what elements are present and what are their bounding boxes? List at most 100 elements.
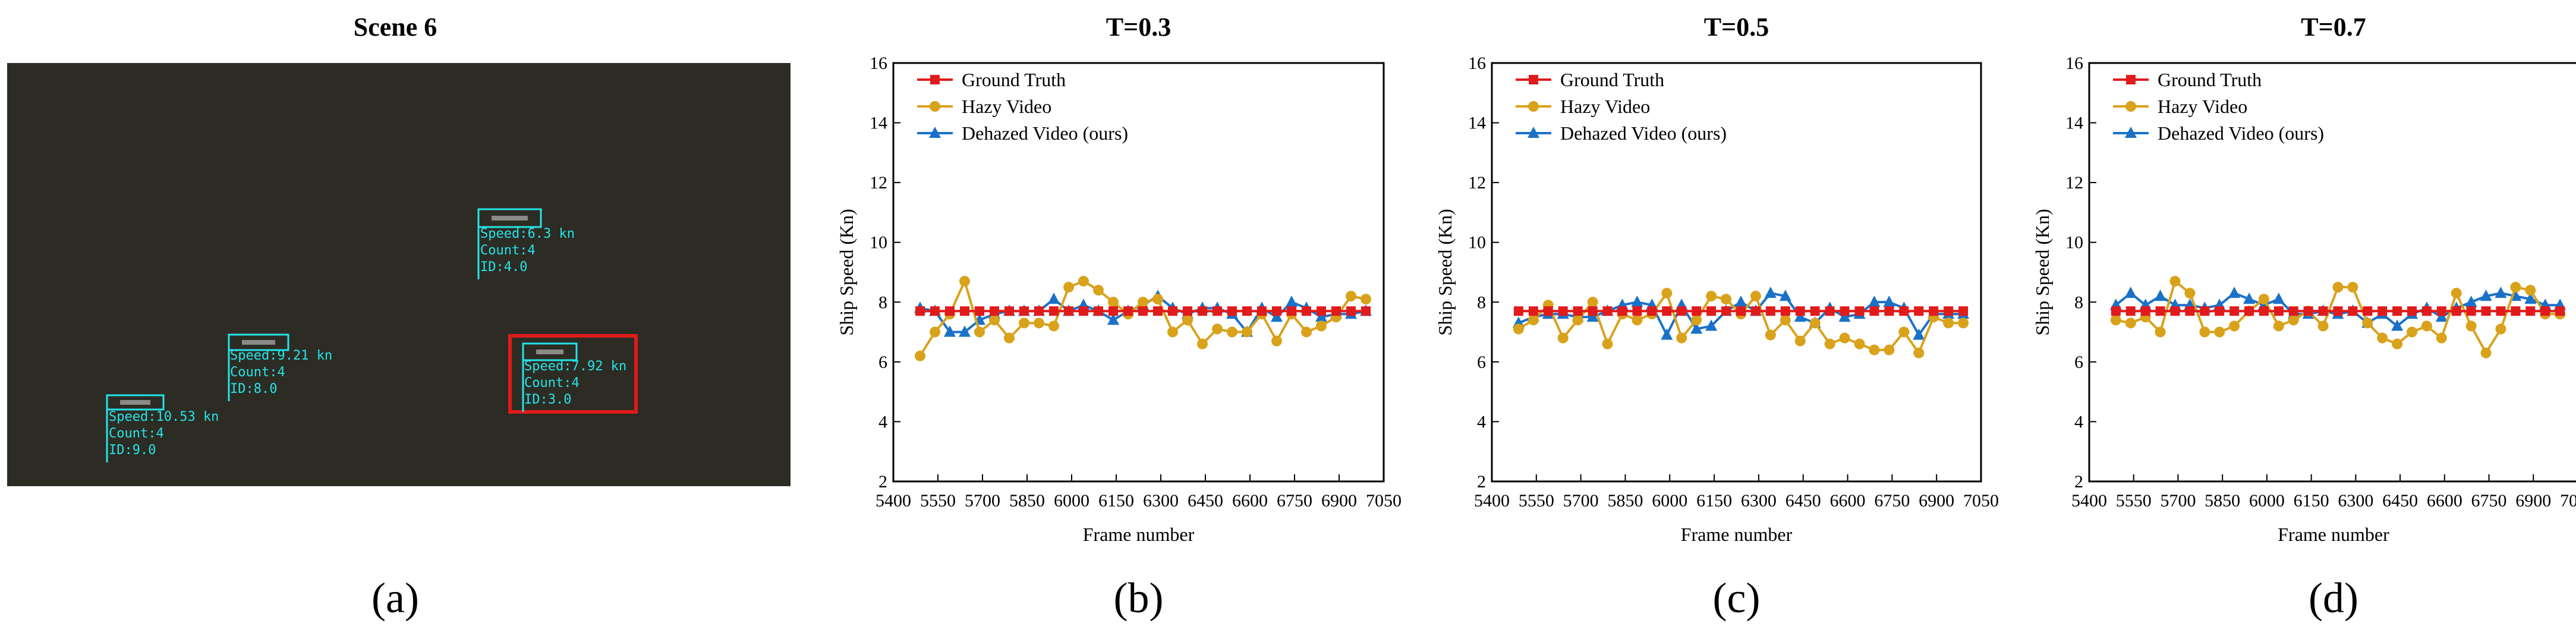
data-point [1677, 306, 1687, 316]
data-point [1794, 310, 1806, 322]
data-point [1869, 344, 1880, 355]
legend-entry: Dehazed Video (ours) [2113, 122, 2324, 144]
data-point [2465, 320, 2477, 332]
panel-label: (c) [1713, 574, 1761, 622]
data-point [1632, 314, 1643, 326]
data-point [1869, 306, 1879, 316]
detection-box [522, 342, 578, 361]
data-point [2451, 306, 2461, 316]
detection-label: Count:4 [524, 376, 580, 390]
data-point [974, 326, 985, 338]
data-point [2243, 292, 2256, 304]
legend-marker [1528, 101, 1539, 112]
data-point [2555, 306, 2565, 316]
data-point [2421, 306, 2432, 316]
scene-image [7, 63, 791, 486]
y-tick-label: 4 [2074, 412, 2083, 432]
data-point [2333, 306, 2343, 316]
plot-frame [892, 62, 1385, 483]
data-point [1750, 291, 1761, 302]
detection-box [106, 394, 165, 411]
x-tick-label: 6750 [1874, 491, 1910, 511]
data-point [1884, 306, 1894, 316]
data-point [2348, 306, 2358, 316]
data-point [2407, 306, 2417, 316]
x-tick-label: 6900 [1919, 491, 1954, 511]
x-tick-label: 6300 [1741, 491, 1777, 511]
data-point [1107, 313, 1119, 325]
y-tick-label: 2 [878, 472, 887, 492]
data-point [1242, 306, 1252, 316]
data-point [1913, 347, 1925, 358]
data-point [1691, 314, 1702, 326]
y-axis-title: Ship Speed (Kn) [2032, 209, 2053, 335]
legend-marker [1528, 127, 1539, 138]
x-tick-label: 5550 [1519, 491, 1554, 511]
data-point [1706, 291, 1717, 302]
chart-title: T=0.5 [1704, 12, 1769, 42]
data-point [1632, 306, 1642, 316]
data-point [1257, 306, 1267, 316]
data-point [1588, 306, 1598, 316]
data-point [1078, 276, 1089, 287]
data-point [2259, 306, 2269, 316]
data-point [989, 314, 1000, 326]
data-point [1854, 306, 1865, 316]
legend-label: Dehazed Video (ours) [2158, 122, 2324, 144]
data-point [1004, 306, 1014, 316]
data-point [1705, 319, 1718, 331]
data-point [1661, 328, 1673, 340]
y-tick-label: 6 [878, 352, 887, 372]
legend-entry: Ground Truth [2113, 69, 2262, 90]
scene-panel: Scene 6 Speed:6.3 kn Count:4 ID:4.0 Speed:9… [7, 12, 791, 622]
x-tick-label: 6150 [1098, 491, 1134, 511]
data-point [2258, 294, 2269, 305]
y-tick-label: 16 [1468, 53, 1486, 73]
data-point [1765, 306, 1775, 316]
data-point [1929, 306, 1939, 316]
data-point [1899, 306, 1909, 316]
data-point [2154, 289, 2166, 301]
data-point [1543, 306, 1553, 316]
legend-entry: Ground Truth [1516, 69, 1664, 90]
detection-label: Speed:10.53 kn [109, 410, 219, 424]
panel-label: (b) [1114, 574, 1164, 622]
data-point [2200, 306, 2210, 316]
chart-title: T=0.7 [2301, 12, 2366, 42]
data-point [915, 306, 925, 316]
legend-entry: Hazy Video [2113, 96, 2247, 117]
data-point [2140, 306, 2150, 316]
ship-detection: Speed:10.53 kn Count:4 ID:9.0 [106, 394, 219, 462]
x-tick-label: 6750 [1277, 491, 1312, 511]
data-point [1227, 306, 1237, 316]
plot-frame [2088, 62, 2576, 483]
x-axis-title: Frame number [1083, 524, 1195, 545]
data-point [1824, 338, 1835, 349]
data-point [1706, 306, 1717, 316]
data-point [1167, 326, 1178, 338]
data-point [2229, 320, 2240, 332]
ship-icon [536, 349, 563, 354]
data-point [2362, 317, 2373, 329]
data-point [2317, 320, 2329, 332]
data-point [1019, 306, 1029, 316]
detection-label: Speed:6.3 kn [480, 226, 575, 241]
data-point [959, 276, 970, 287]
x-tick-label: 6000 [2249, 491, 2285, 511]
data-point [1914, 306, 1924, 316]
data-point [1780, 306, 1790, 316]
data-point [1153, 306, 1163, 316]
data-point [1602, 338, 1613, 349]
data-point [1109, 306, 1118, 316]
data-point [1944, 306, 1954, 316]
data-point [2332, 282, 2344, 293]
x-tick-label: 5850 [1009, 491, 1045, 511]
detection-label: Speed:7.92 kn [524, 359, 626, 374]
data-point [2465, 295, 2477, 307]
data-point [1662, 306, 1672, 316]
data-point [2451, 288, 2462, 299]
data-point [2288, 306, 2298, 316]
data-point [1317, 306, 1326, 316]
chart-panel: T=0.3 2 4 6 8 10 12 14 16 5400 5550 5700 5850 6000 615… [836, 12, 1402, 622]
data-point [1692, 306, 1702, 316]
